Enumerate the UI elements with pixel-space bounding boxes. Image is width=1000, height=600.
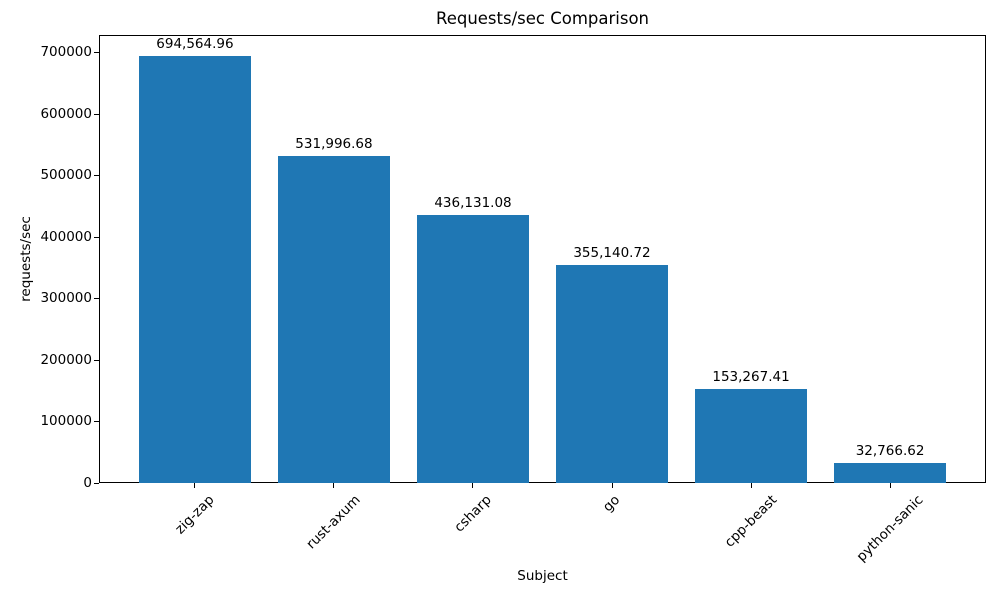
y-tick-label: 200000 [40,351,92,368]
bar-csharp [417,215,529,483]
bar-value-label: 694,564.96 [156,36,234,53]
bar-value-label: 531,996.68 [295,136,373,153]
y-tick-mark [94,113,99,115]
bar-go [556,264,668,483]
y-tick-mark [94,236,99,238]
y-tick-label: 300000 [40,290,92,307]
y-tick-label: 500000 [40,167,92,184]
x-tick-label-zig-zap: zig-zap [172,492,218,538]
y-tick-mark [94,421,99,423]
bar-zig-zap [139,56,251,483]
x-tick-mark [472,483,474,488]
bar-cpp-beast [695,388,807,483]
y-tick-label: 600000 [40,105,92,122]
y-tick-label: 400000 [40,228,92,245]
y-tick-mark [94,359,99,361]
x-tick-mark [333,483,335,488]
y-tick-label: 0 [83,474,92,491]
x-axis-title: Subject [517,568,568,584]
bar-rust-axum [278,156,390,483]
chart-title: Requests/sec Comparison [435,9,650,28]
x-tick-mark [750,483,752,488]
y-tick-mark [94,175,99,177]
x-tick-label-python-sanic: python-sanic [853,492,927,565]
x-tick-label-cpp-beast: cpp-beast [721,492,780,551]
bar-value-label: 355,140.72 [573,244,651,261]
bar-value-label: 153,267.41 [712,368,790,385]
bar-value-label: 436,131.08 [434,195,512,212]
x-tick-label-rust-axum: rust-axum [303,492,364,553]
bar-value-label: 32,766.62 [855,442,925,459]
y-tick-label: 700000 [40,44,92,61]
x-tick-label-csharp: csharp [451,492,495,536]
x-tick-mark [889,483,891,488]
bar-python-sanic [834,462,946,483]
x-tick-label-go: go [599,492,624,516]
x-tick-mark [611,483,613,488]
y-tick-mark [94,298,99,300]
y-tick-mark [94,482,99,484]
y-tick-label: 100000 [40,413,92,430]
y-tick-mark [94,52,99,54]
x-tick-mark [194,483,196,488]
